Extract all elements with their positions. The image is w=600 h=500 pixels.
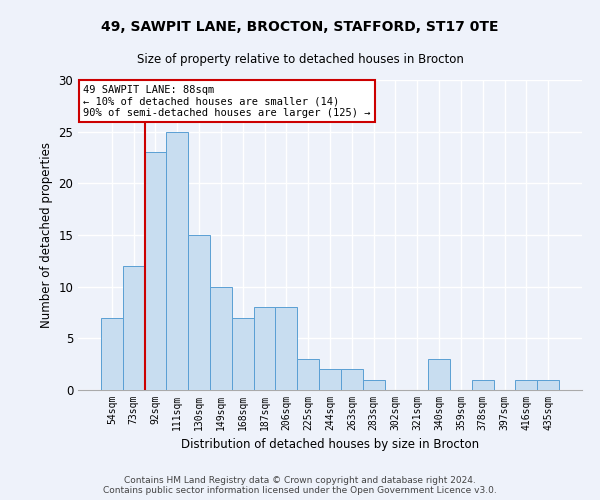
- Bar: [363, 380, 385, 390]
- Bar: [537, 380, 559, 390]
- Bar: [297, 359, 319, 390]
- Bar: [166, 132, 188, 390]
- Text: 49, SAWPIT LANE, BROCTON, STAFFORD, ST17 0TE: 49, SAWPIT LANE, BROCTON, STAFFORD, ST17…: [101, 20, 499, 34]
- Bar: [101, 318, 123, 390]
- Bar: [123, 266, 145, 390]
- X-axis label: Distribution of detached houses by size in Brocton: Distribution of detached houses by size …: [181, 438, 479, 452]
- Bar: [254, 308, 275, 390]
- Text: Contains HM Land Registry data © Crown copyright and database right 2024.
Contai: Contains HM Land Registry data © Crown c…: [103, 476, 497, 495]
- Text: 49 SAWPIT LANE: 88sqm
← 10% of detached houses are smaller (14)
90% of semi-deta: 49 SAWPIT LANE: 88sqm ← 10% of detached …: [83, 84, 371, 118]
- Bar: [341, 370, 363, 390]
- Bar: [210, 286, 232, 390]
- Bar: [428, 359, 450, 390]
- Bar: [319, 370, 341, 390]
- Y-axis label: Number of detached properties: Number of detached properties: [40, 142, 53, 328]
- Text: Size of property relative to detached houses in Brocton: Size of property relative to detached ho…: [137, 52, 463, 66]
- Bar: [515, 380, 537, 390]
- Bar: [232, 318, 254, 390]
- Bar: [275, 308, 297, 390]
- Bar: [188, 235, 210, 390]
- Bar: [472, 380, 494, 390]
- Bar: [145, 152, 166, 390]
